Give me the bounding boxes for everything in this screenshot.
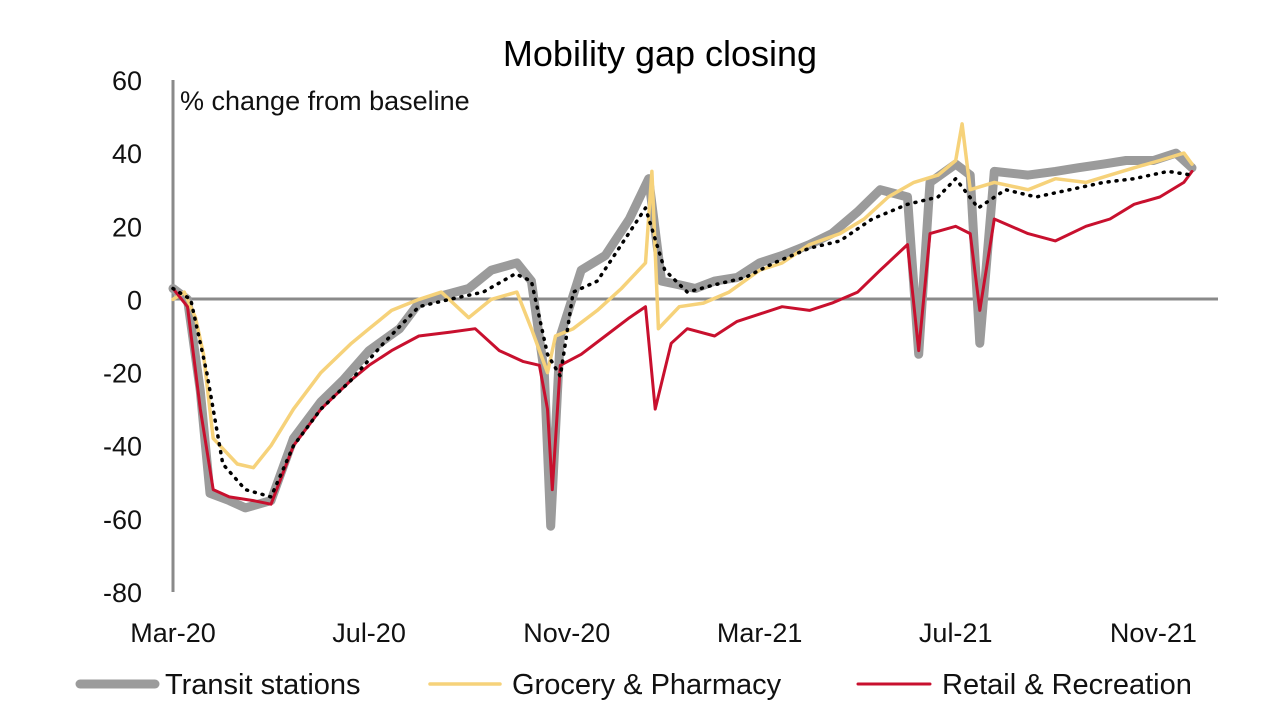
legend: Transit stations Grocery & Pharmacy Retail… [75, 669, 1192, 701]
y-tick-label: -60 [103, 505, 142, 535]
series-line-transit-stations [168, 148, 1197, 531]
x-tick-label: Jul-20 [332, 618, 406, 648]
x-tick-label: Nov-21 [1110, 618, 1197, 648]
y-tick-label: 60 [112, 66, 142, 96]
x-tick-label: Mar-21 [717, 618, 803, 648]
y-tick-label: -40 [103, 432, 142, 462]
legend-label: Grocery & Pharmacy [512, 669, 782, 701]
y-tick-label: -80 [103, 578, 142, 608]
series-line-dotted [171, 169, 1194, 499]
y-ticks: 60 40 20 0 -20 -40 -60 -80 [103, 66, 142, 608]
y-tick-label: 0 [127, 285, 142, 315]
x-tick-label: Nov-20 [523, 618, 610, 648]
y-axis-label: % change from baseline [180, 86, 470, 116]
y-tick-label: 20 [112, 212, 142, 242]
y-tick-label: -20 [103, 359, 142, 389]
legend-label: Transit stations [165, 669, 361, 701]
chart-title: Mobility gap closing [503, 33, 817, 74]
x-ticks: Mar-20 Jul-20 Nov-20 Mar-21 Jul-21 Nov-21 [130, 618, 1197, 648]
y-tick-label: 40 [112, 139, 142, 169]
x-tick-label: Jul-21 [919, 618, 993, 648]
series-line-retail-recreation [171, 169, 1194, 506]
x-tick-label: Mar-20 [130, 618, 216, 648]
legend-label: Retail & Recreation [942, 669, 1192, 701]
series-layer [168, 122, 1197, 531]
